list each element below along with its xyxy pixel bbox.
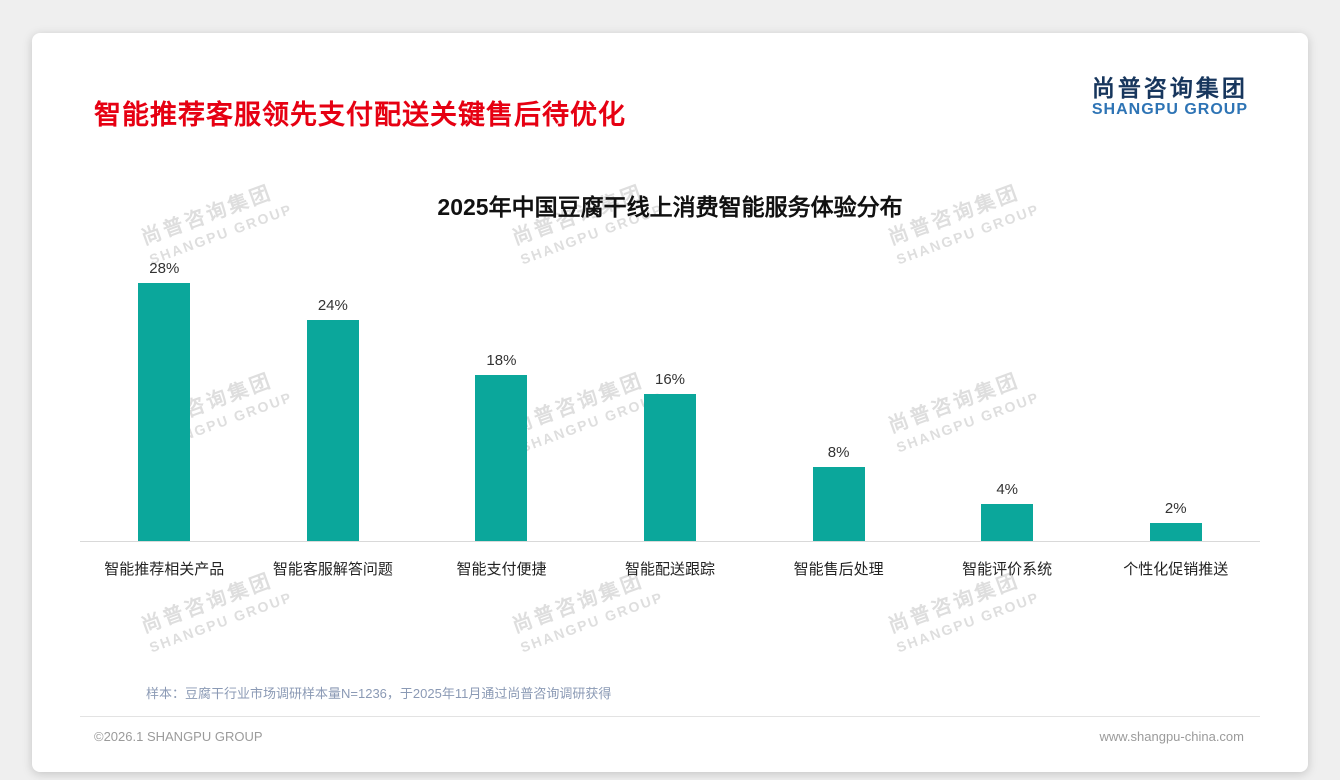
bar-value-label: 24% bbox=[317, 297, 348, 315]
bar-value-label: 8% bbox=[827, 444, 850, 462]
bar bbox=[138, 283, 191, 541]
bar bbox=[981, 504, 1034, 541]
bar bbox=[644, 393, 697, 541]
bar-column: 4% bbox=[923, 481, 1092, 541]
bar-column: 24% bbox=[249, 297, 418, 541]
logo-cn-text: 尚普咨询集团 bbox=[1091, 75, 1248, 101]
chart-title: 2025年中国豆腐干线上消费智能服务体验分布 bbox=[437, 194, 903, 220]
slide-card: 尚普咨询集团 SHANGPU GROUP 尚普咨询集团 SHANGPU GROUP 尚普… bbox=[32, 33, 1308, 772]
category-label: 个性化促销推送 bbox=[1123, 561, 1229, 578]
bar-column: 16% bbox=[586, 371, 755, 541]
bar-value-label: 28% bbox=[149, 260, 180, 278]
footer: ©2026.1 SHANGPU GROUP www.shangpu-china.… bbox=[80, 716, 1260, 744]
category-label: 智能评价系统 bbox=[962, 561, 1053, 578]
header: 智能推荐客服领先支付配送关键售后待优化 尚普咨询集团 SHANGPU GROUP bbox=[32, 33, 1308, 132]
copyright-text: ©2026.1 SHANGPU GROUP bbox=[94, 729, 263, 744]
bar-column: 2% bbox=[1091, 500, 1260, 541]
bar bbox=[1149, 522, 1202, 541]
category-label: 智能配送跟踪 bbox=[625, 561, 716, 578]
bar-value-label: 4% bbox=[996, 481, 1019, 499]
bar bbox=[812, 467, 865, 541]
category-label: 智能售后处理 bbox=[793, 561, 884, 578]
bar-value-label: 2% bbox=[1164, 499, 1187, 517]
logo-en-text: SHANGPU GROUP bbox=[1091, 101, 1248, 119]
bar-value-label: 16% bbox=[655, 370, 686, 388]
bar bbox=[475, 375, 528, 541]
page-title: 智能推荐客服领先支付配送关键售后待优化 bbox=[94, 100, 626, 130]
bar-value-label: 18% bbox=[486, 352, 517, 370]
bar-column: 28% bbox=[80, 260, 249, 541]
category-label: 智能客服解答问题 bbox=[272, 561, 393, 578]
category-label: 智能支付便捷 bbox=[456, 561, 547, 578]
bar-chart: 28% 24% 18% 16% 8% 4% 2% 智能推荐相关产品 智能客服解答问题 智能支付便… bbox=[80, 222, 1260, 579]
sample-footnote: 样本：豆腐干行业市场调研样本量N=1236，于2025年11月通过尚普咨询调研获… bbox=[146, 686, 612, 701]
website-text: www.shangpu-china.com bbox=[1099, 729, 1244, 744]
category-label: 智能推荐相关产品 bbox=[104, 561, 225, 578]
bar-column: 8% bbox=[754, 444, 923, 541]
company-logo: 尚普咨询集团 SHANGPU GROUP bbox=[1092, 75, 1248, 120]
bar-column: 18% bbox=[417, 352, 586, 541]
chart-category-axis: 智能推荐相关产品 智能客服解答问题 智能支付便捷 智能配送跟踪 智能售后处理 智能评价系统… bbox=[80, 542, 1260, 579]
chart-plot-area: 28% 24% 18% 16% 8% 4% 2% bbox=[80, 232, 1260, 542]
bar bbox=[306, 320, 359, 541]
